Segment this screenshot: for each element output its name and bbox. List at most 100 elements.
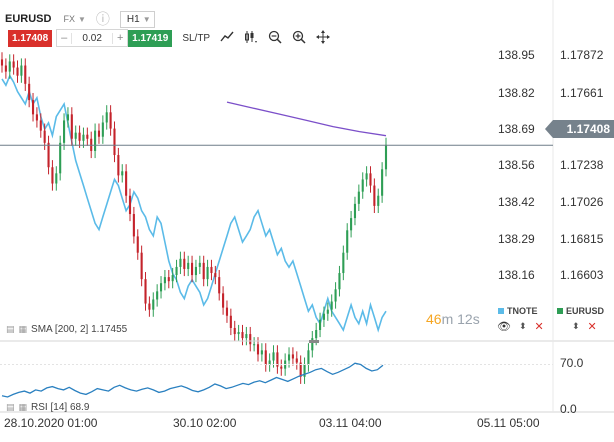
candle-body — [144, 279, 147, 304]
chevron-down-icon: ▼ — [77, 14, 86, 24]
candle-body — [148, 303, 151, 310]
candle-body — [117, 155, 120, 176]
eurusd-candle — [70, 107, 73, 146]
candle-body — [132, 214, 135, 237]
eurusd-candle — [51, 160, 54, 191]
candle-body — [353, 203, 357, 219]
candle-body — [0, 59, 4, 66]
current-price-tag: 1.17408 — [545, 120, 614, 138]
candle-body — [66, 114, 69, 121]
eurusd-candle — [218, 269, 221, 301]
rsi-line — [1, 362, 384, 398]
candle-body — [187, 262, 190, 269]
eurusd-candle — [20, 58, 23, 83]
drag-handle-icon[interactable]: ▤ — [6, 324, 15, 334]
reorder-arrows-icon[interactable]: ⬍ — [518, 321, 527, 331]
candle-body — [4, 65, 7, 72]
quantity-increase-button[interactable]: + — [116, 32, 124, 44]
candle-body — [287, 354, 291, 361]
sell-button[interactable]: 1.17408 — [8, 29, 53, 47]
right-y-tick-label: 1.17872 — [560, 48, 604, 62]
eurusd-candle — [245, 326, 248, 346]
eurusd-candle — [198, 255, 201, 275]
sma-indicator-label[interactable]: ▤ ▦ SMA [200, 2] 1.17455 — [6, 324, 128, 335]
indicator-settings-icon[interactable]: ▦ — [18, 324, 28, 334]
eurusd-candle — [225, 300, 229, 323]
eurusd-candle — [384, 137, 388, 177]
sltp-button[interactable]: SL/TP — [182, 32, 211, 44]
eurusd-candle — [311, 331, 314, 358]
buy-button[interactable]: 1.17419 — [128, 29, 173, 47]
info-icon[interactable]: ⓘ — [95, 11, 110, 27]
candle-body — [237, 332, 240, 335]
candle-body — [260, 350, 263, 355]
candle-body — [365, 173, 368, 180]
candle-body — [377, 195, 380, 206]
candle-body — [179, 258, 182, 267]
zoom-out-icon[interactable] — [268, 30, 282, 47]
pan-move-icon[interactable] — [316, 29, 331, 47]
candle-body — [74, 132, 77, 139]
candle-body — [307, 350, 310, 365]
x-tick-label: 05.11 05:00 — [477, 416, 540, 430]
candle-body — [280, 366, 283, 369]
rsi-pane — [0, 362, 553, 398]
eurusd-candle — [28, 76, 31, 108]
eurusd-candle — [202, 255, 205, 287]
candle-body — [152, 299, 155, 310]
pane-resize-handle — [309, 340, 319, 343]
candle-body — [78, 132, 81, 141]
drag-handle-icon[interactable]: ▤ — [6, 402, 15, 412]
eurusd-candle — [109, 105, 112, 136]
eurusd-candle — [210, 259, 213, 281]
eurusd-candle — [55, 166, 58, 191]
remove-series-icon[interactable]: ✕ — [587, 321, 597, 333]
rsi-indicator-label[interactable]: ▤ ▦ RSI [14] 68.9 — [6, 402, 90, 413]
candle-body — [113, 128, 116, 156]
quantity-field[interactable]: 0.02 — [71, 32, 114, 44]
left-y-tick-label: 138.29 — [498, 232, 535, 246]
quantity-decrease-button[interactable]: – — [61, 32, 68, 44]
candle-body — [361, 179, 364, 192]
eurusd-candle — [39, 113, 42, 138]
eurusd-candle — [136, 229, 139, 260]
candle-body — [24, 65, 27, 84]
eurusd-candle — [128, 188, 132, 222]
quantity-stepper[interactable]: – 0.02 + — [56, 29, 129, 47]
eurusd-candle — [334, 282, 337, 309]
eurusd-candle — [206, 259, 209, 287]
trend-line-icon[interactable] — [220, 31, 234, 46]
eurusd-candle — [237, 324, 240, 342]
reorder-arrows-icon[interactable]: ⬍ — [572, 321, 580, 331]
eurusd-legend-tools: ⬍ ✕ — [572, 320, 597, 333]
remove-series-icon[interactable]: ✕ — [534, 321, 544, 333]
instrument-type-select[interactable]: FX ▼ — [63, 14, 86, 24]
eurusd-candle — [94, 123, 97, 159]
candle-body — [315, 330, 318, 339]
chart-type-icon[interactable] — [244, 30, 258, 47]
candle-body — [326, 309, 329, 314]
sma-line — [226, 101, 387, 137]
candle-body — [381, 169, 384, 196]
eurusd-candle — [253, 337, 256, 352]
visibility-eye-icon[interactable]: 👁 — [497, 321, 511, 333]
candle-body — [183, 258, 186, 269]
candle-body — [210, 266, 213, 274]
eurusd-candle — [268, 353, 271, 372]
eurusd-candle — [353, 196, 357, 226]
eurusd-candle — [194, 259, 197, 283]
candle-body — [39, 120, 42, 131]
timeframe-select[interactable]: H1 ▼ — [119, 10, 155, 28]
eurusd-candle — [280, 359, 283, 376]
eurusd-candle — [260, 343, 263, 362]
tnote-line — [1, 74, 387, 333]
candle-body — [8, 61, 11, 72]
indicator-settings-icon[interactable]: ▦ — [18, 402, 28, 412]
candle-body — [47, 142, 50, 168]
candle-body — [194, 266, 197, 276]
candle-body — [322, 313, 325, 320]
candle-body — [218, 277, 221, 294]
zoom-in-icon[interactable] — [292, 30, 306, 47]
candle-body — [125, 171, 128, 196]
